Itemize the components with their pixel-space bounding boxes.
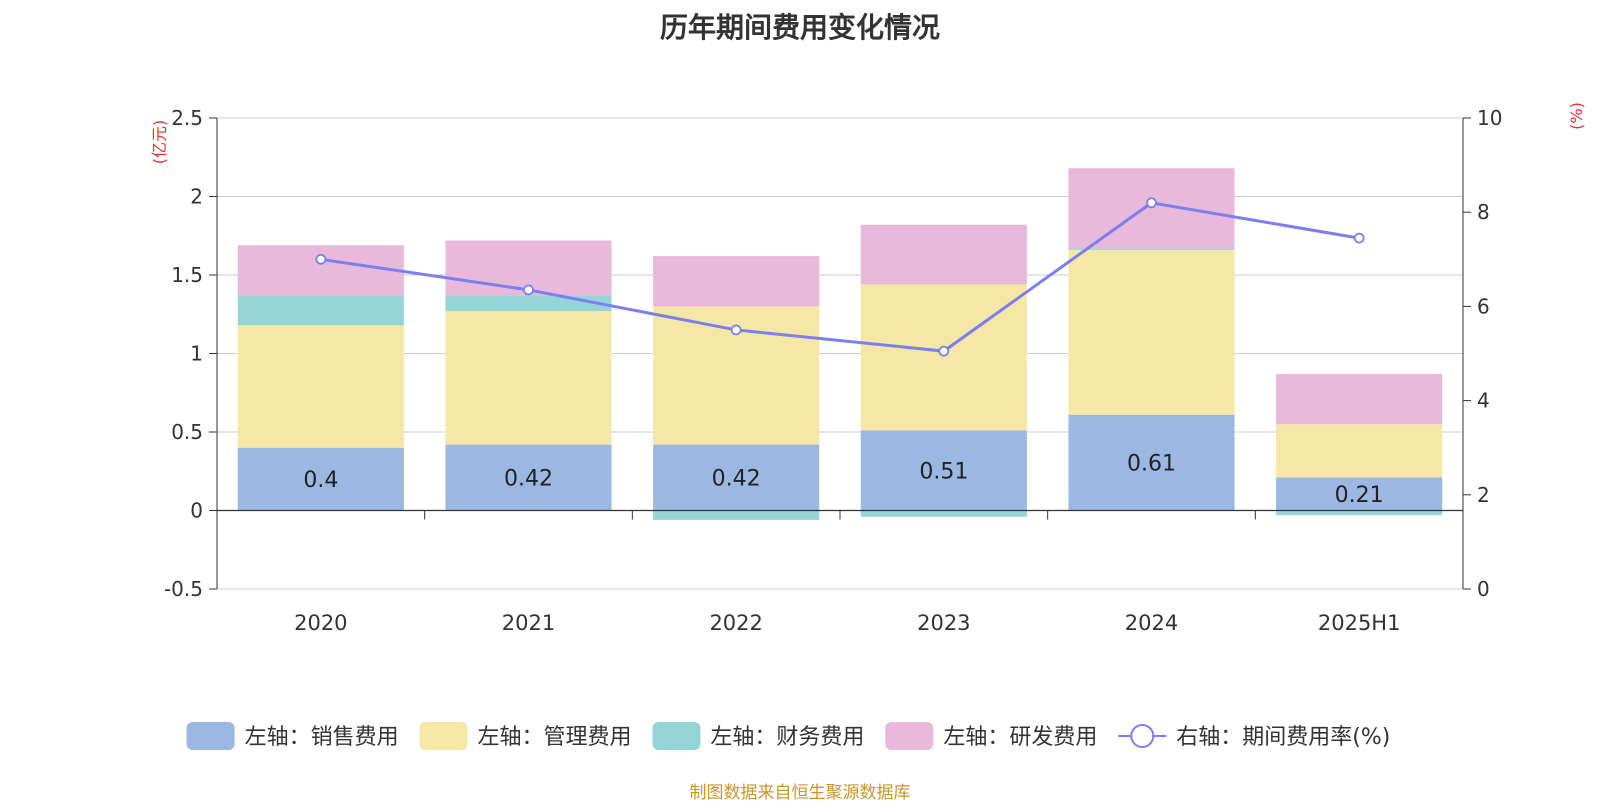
bar-segment-1-2022 xyxy=(653,444,820,511)
left-axis-tick-label: 0 xyxy=(190,499,203,523)
bar-segment-2-2025H1 xyxy=(1276,424,1443,478)
x-axis-tick-label: 2022 xyxy=(709,611,762,635)
x-axis-tick-label: 2023 xyxy=(917,611,970,635)
right-axis-tick-label: 8 xyxy=(1477,200,1490,224)
data-label: 0.42 xyxy=(712,467,761,492)
right-axis-tick-label: 4 xyxy=(1477,389,1490,413)
bar-segment-2-2024 xyxy=(1068,249,1235,415)
right-axis-tick-label: 2 xyxy=(1477,483,1490,507)
bar-segment-3-2025H1 xyxy=(1276,510,1443,516)
x-axis-tick-label: 2024 xyxy=(1125,611,1178,635)
legend-circle-marker xyxy=(1130,724,1155,748)
bar-segment-3-2022 xyxy=(653,510,820,520)
data-labels: 0.4 0.42 0.42 0.51 0.61 0.21 xyxy=(303,452,1383,508)
legend-label: 左轴：销售费用 xyxy=(245,725,399,750)
bar-segment-1-2020 xyxy=(237,447,404,511)
bar-segment-3-2020 xyxy=(237,295,404,326)
bar-segment-3-2024 xyxy=(1068,248,1235,250)
x-axis-tick-label: 2020 xyxy=(294,611,347,635)
left-axis-unit-label: (亿元) xyxy=(150,120,169,165)
x-axis-tick-label: 2021 xyxy=(502,611,555,635)
rate-point-2022 xyxy=(730,324,742,336)
bar-segment-4-2022 xyxy=(653,256,820,307)
bars xyxy=(237,168,1443,520)
legend-label: 左轴：研发费用 xyxy=(943,725,1097,750)
bar-segment-2-2020 xyxy=(237,325,404,448)
legend-swatch-2 xyxy=(419,722,468,750)
right-axis-tick-label: 0 xyxy=(1477,577,1490,601)
legend-swatch-1 xyxy=(186,722,235,750)
bar-segment-1-2024 xyxy=(1068,414,1235,511)
rate-line-path xyxy=(320,201,1360,353)
rate-point-2020 xyxy=(315,253,327,265)
bar-segment-1-2021 xyxy=(445,444,612,511)
left-axis-tick-label: -0.5 xyxy=(164,577,203,601)
legend-swatch-3 xyxy=(652,722,701,750)
chart-title: 历年期间费用变化情况 xyxy=(659,11,940,44)
bar-segment-1-2023 xyxy=(860,430,1027,511)
rate-line xyxy=(315,197,1365,357)
bar-segment-3-2023 xyxy=(860,510,1027,517)
left-axis-tick-label: 1 xyxy=(190,342,203,366)
right-axis-tick-label: 6 xyxy=(1477,294,1490,318)
legend-swatch-4 xyxy=(885,722,934,750)
bar-segment-2-2021 xyxy=(445,311,612,445)
data-source-note: 制图数据来自恒生聚源数据库 xyxy=(689,783,911,803)
bar-segment-1-2025H1 xyxy=(1276,477,1443,511)
right-axis-tick-label: 10 xyxy=(1477,106,1502,130)
rate-point-2025H1 xyxy=(1353,232,1365,244)
bar-segment-4-2025H1 xyxy=(1276,373,1443,425)
left-axis-tick-label: 2.5 xyxy=(171,106,203,130)
legend-label: 左轴：财务费用 xyxy=(710,725,864,750)
left-axis-tick-label: 1.5 xyxy=(171,263,203,287)
bar-segment-3-2021 xyxy=(445,295,612,312)
legend-label: 右轴：期间费用率(%) xyxy=(1176,725,1390,750)
left-axis-tick-label: 2 xyxy=(190,185,203,209)
legend-label: 左轴：管理费用 xyxy=(478,725,632,750)
x-axis-tick-label: 2025H1 xyxy=(1318,611,1401,635)
rate-point-2024 xyxy=(1146,197,1157,209)
right-axis-unit-label: (%) xyxy=(1567,102,1586,130)
left-axis-tick-label: 0.5 xyxy=(171,420,203,444)
data-label: 0.61 xyxy=(1127,452,1176,477)
data-label: 0.51 xyxy=(919,459,968,484)
bar-segment-2-2023 xyxy=(860,284,1027,431)
data-label: 0.4 xyxy=(303,468,338,493)
legend: 左轴：销售费用 左轴：管理费用 左轴：财务费用 左轴：研发费用 右轴：期间费用率(%) xyxy=(186,722,1390,750)
data-label: 0.21 xyxy=(1335,483,1384,508)
bar-segment-4-2020 xyxy=(237,245,404,296)
rate-point-2021 xyxy=(523,284,534,296)
bar-segment-4-2023 xyxy=(860,224,1027,285)
data-label: 0.42 xyxy=(504,467,553,492)
bar-segment-4-2024 xyxy=(1068,168,1235,249)
rate-point-2023 xyxy=(938,345,950,357)
